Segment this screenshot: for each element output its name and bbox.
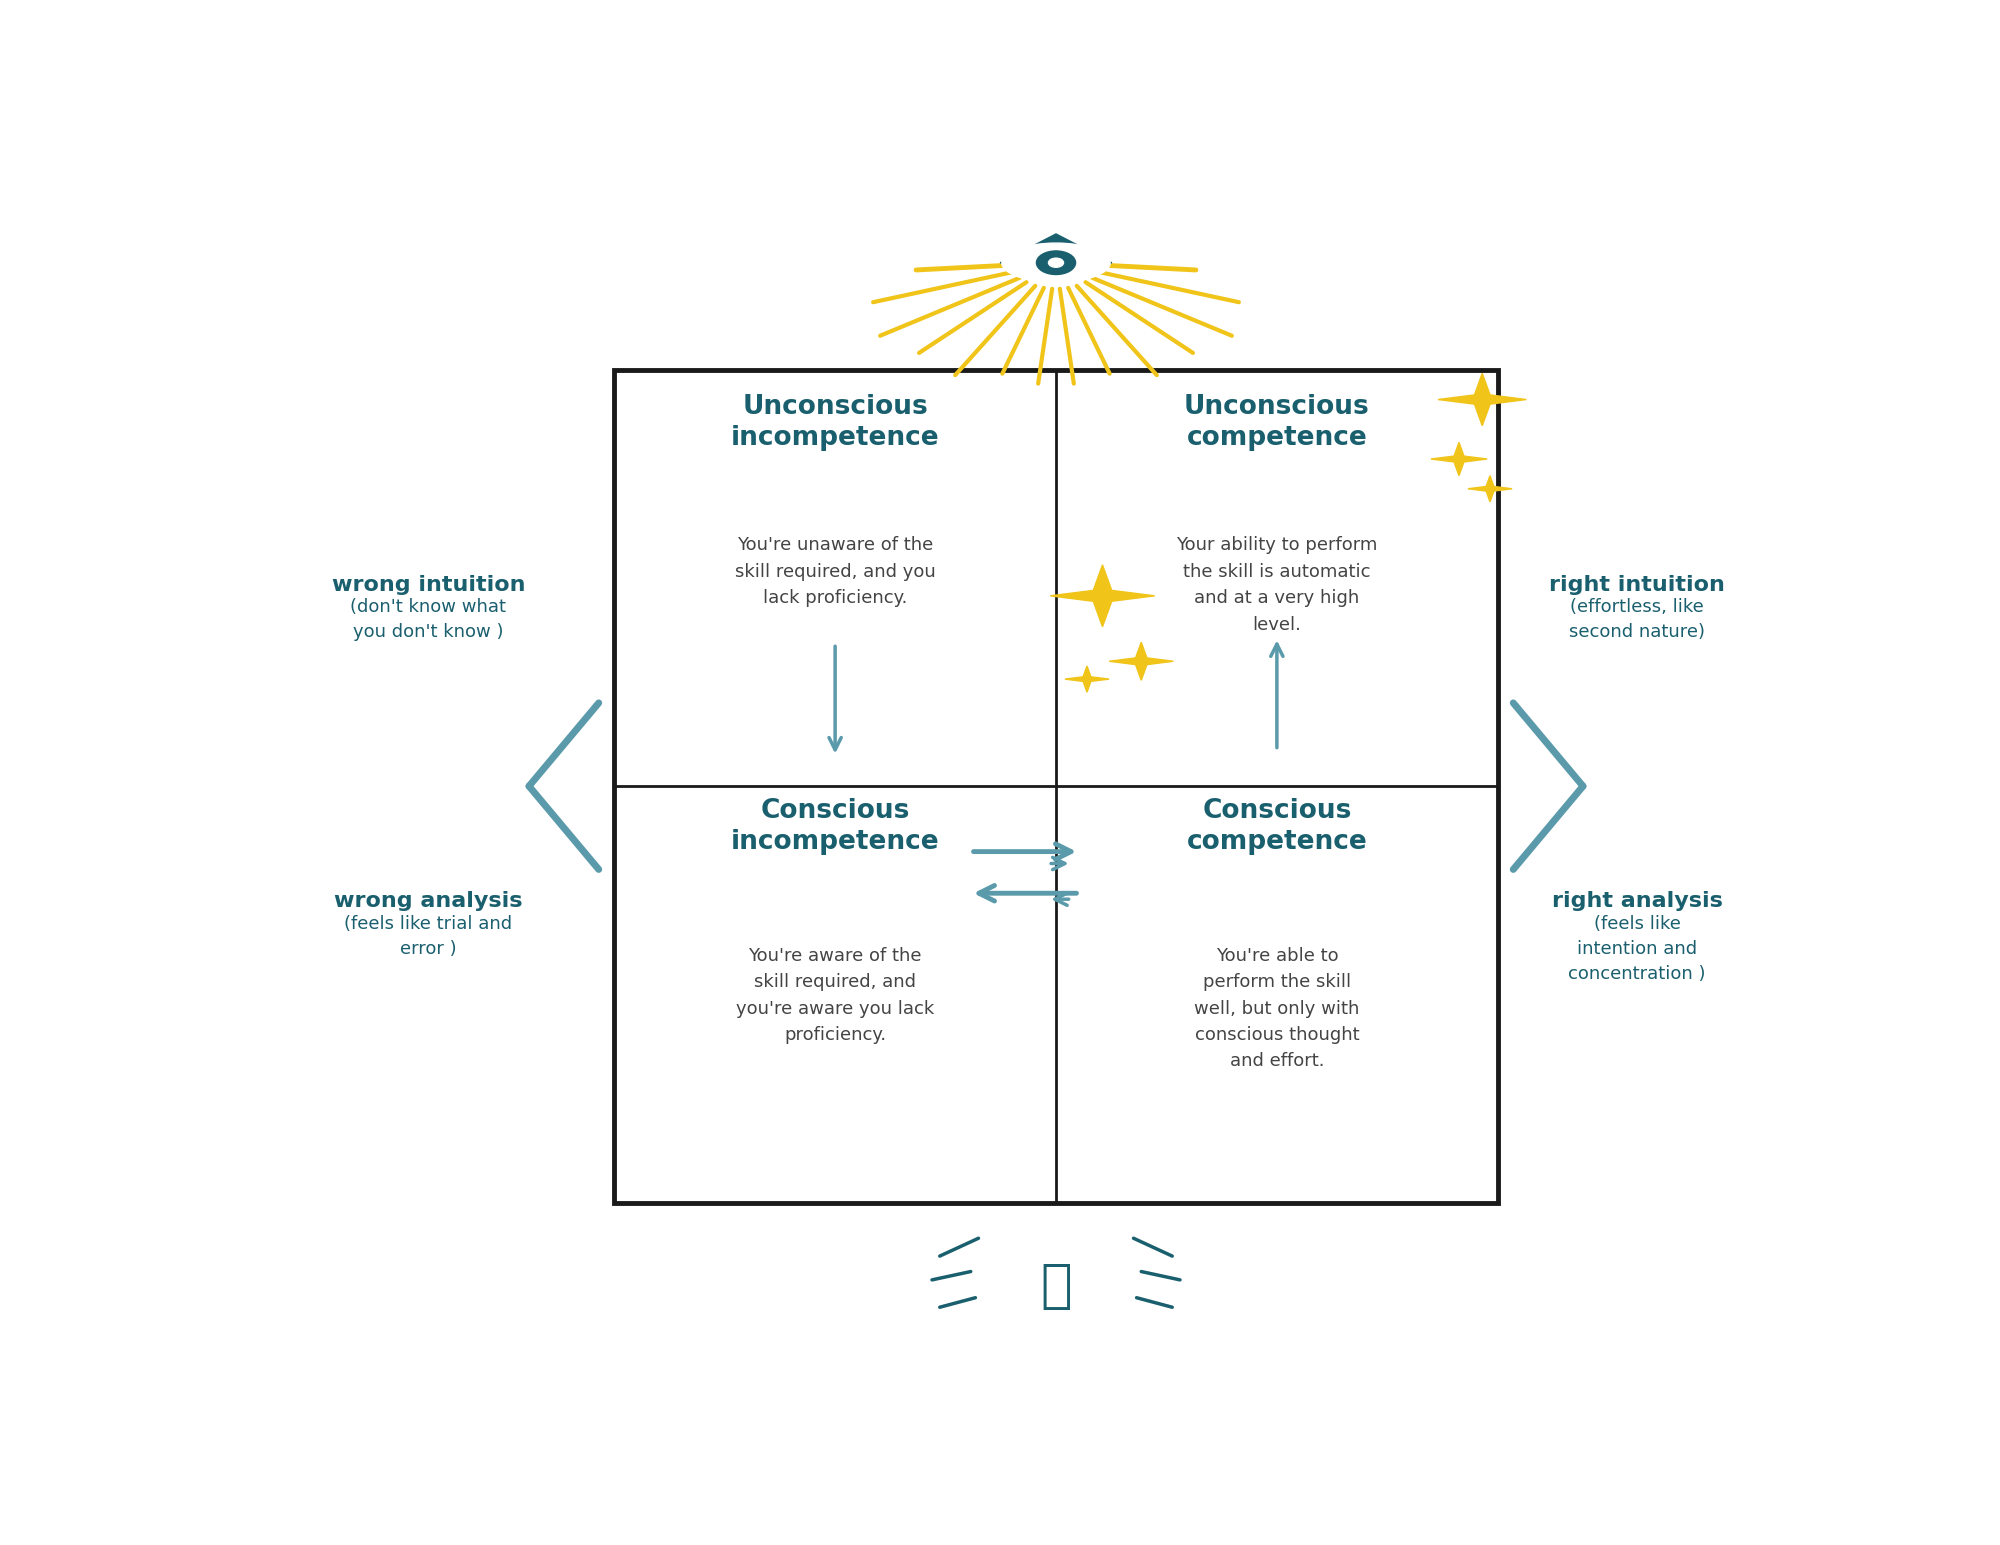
Text: Unconscious
competence: Unconscious competence [1184, 394, 1370, 451]
Polygon shape [1468, 476, 1512, 502]
Text: (don't know what
you don't know ): (don't know what you don't know ) [350, 598, 506, 641]
Text: right analysis: right analysis [1552, 891, 1722, 912]
Polygon shape [1110, 643, 1174, 680]
Text: (effortless, like
second nature): (effortless, like second nature) [1570, 598, 1706, 641]
Ellipse shape [1002, 243, 1110, 283]
Polygon shape [1000, 233, 1112, 281]
Text: Conscious
incompetence: Conscious incompetence [730, 799, 940, 854]
Text: (feels like
intention and
concentration ): (feels like intention and concentration … [1568, 915, 1706, 983]
Text: ✋: ✋ [1040, 1259, 1072, 1312]
Text: Conscious
competence: Conscious competence [1186, 799, 1368, 854]
Text: You're aware of the
skill required, and
you're aware you lack
proficiency.: You're aware of the skill required, and … [736, 947, 934, 1044]
Text: Unconscious
incompetence: Unconscious incompetence [730, 394, 940, 451]
FancyBboxPatch shape [614, 369, 1498, 1202]
Text: wrong analysis: wrong analysis [334, 891, 522, 912]
Text: (feels like trial and
error ): (feels like trial and error ) [344, 915, 512, 958]
Text: Your ability to perform
the skill is automatic
and at a very high
level.: Your ability to perform the skill is aut… [1176, 536, 1378, 633]
Polygon shape [1050, 565, 1154, 627]
Polygon shape [1064, 666, 1110, 692]
Text: wrong intuition: wrong intuition [332, 575, 524, 595]
Polygon shape [1438, 374, 1526, 426]
Text: You're unaware of the
skill required, and you
lack proficiency.: You're unaware of the skill required, an… [734, 536, 936, 607]
Ellipse shape [1036, 250, 1076, 275]
Text: You're able to
perform the skill
well, but only with
conscious thought
and effor: You're able to perform the skill well, b… [1194, 947, 1360, 1071]
Text: right intuition: right intuition [1550, 575, 1726, 595]
Ellipse shape [1048, 258, 1064, 267]
Polygon shape [1430, 442, 1488, 476]
